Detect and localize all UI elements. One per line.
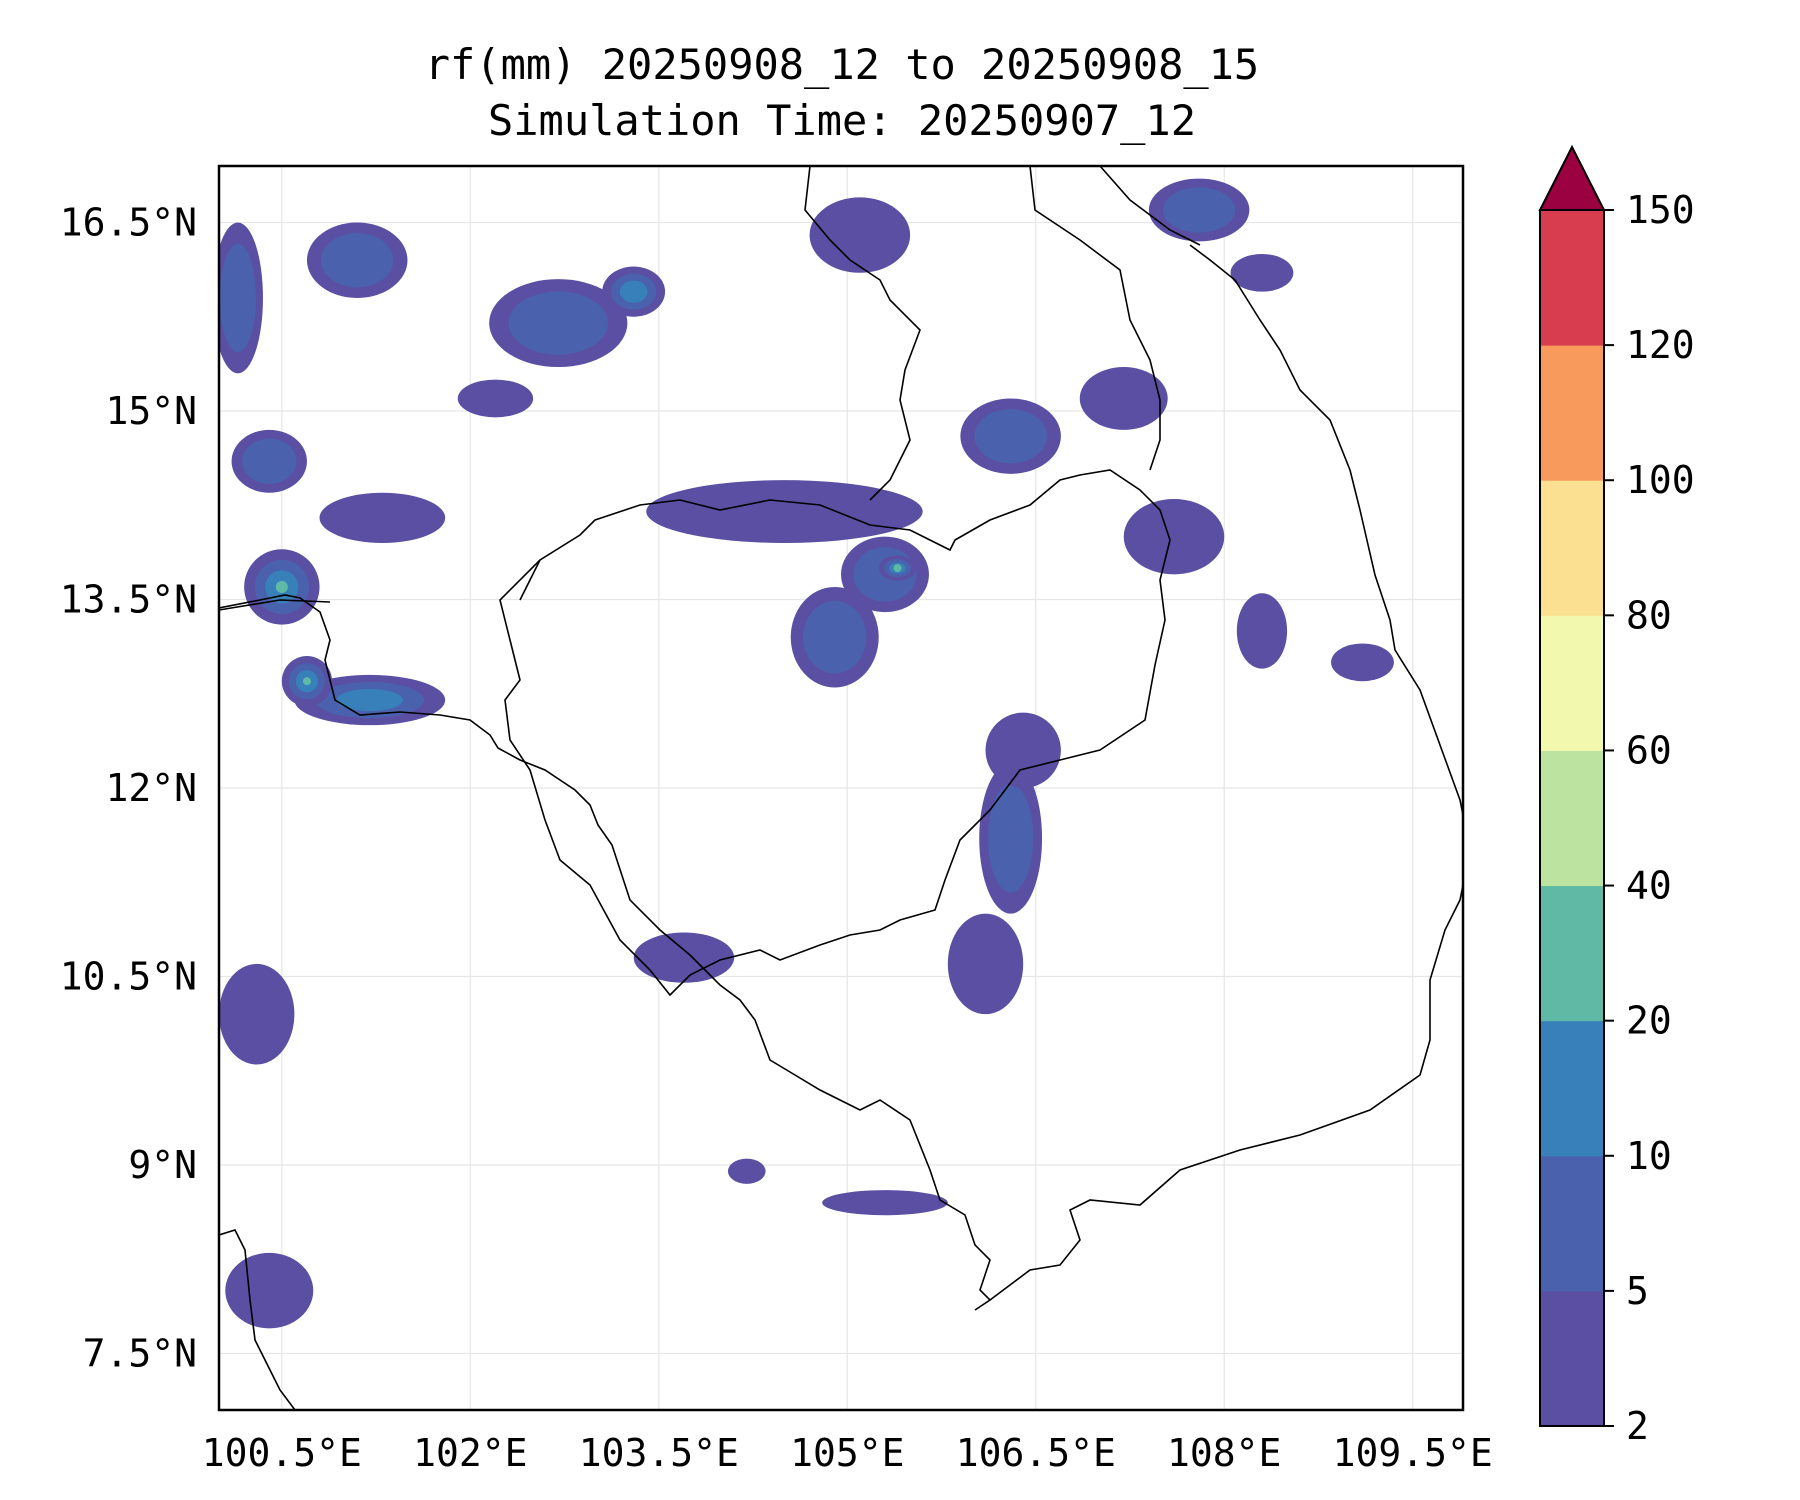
lon-tick-label: 109.5°E (1333, 1431, 1493, 1475)
title-line-2: Simulation Time: 20250907_12 (488, 96, 1196, 145)
rain-cell (633, 932, 735, 983)
colorbar-band (1540, 480, 1604, 616)
coastline-mekong-delta (989, 244, 1463, 1301)
colorbar-tick-label: 120 (1626, 323, 1695, 367)
rain-cell (219, 243, 256, 353)
lon-tick-label: 102°E (413, 1431, 527, 1475)
rain-cell (974, 409, 1047, 464)
colorbar-ticks: 2 5 10 20 40 60 80 100 120 150 (1604, 188, 1695, 1448)
rain-cell (336, 688, 403, 712)
colorbar-tick-label: 2 (1626, 1404, 1649, 1448)
colorbar-band (1540, 615, 1604, 751)
rain-cell (727, 1158, 766, 1184)
rain-cell (893, 564, 902, 573)
rain-cell (508, 291, 609, 355)
colorbar-tick-label: 150 (1626, 188, 1695, 232)
lon-tick-label: 106.5°E (956, 1431, 1116, 1475)
lat-tick-label: 16.5°N (60, 201, 197, 245)
rain-cell (947, 913, 1024, 1015)
latitude-ticks: 16.5°N 15°N 13.5°N 12°N 10.5°N 9°N 7.5°N (60, 201, 197, 1376)
rain-cell (809, 197, 911, 273)
map-frame (217, 164, 1465, 1412)
colorbar-tick-label: 60 (1626, 728, 1672, 772)
lat-tick-label: 7.5°N (83, 1331, 197, 1375)
rain-cell (646, 480, 923, 543)
colorbar-band (1540, 750, 1604, 887)
border-cambodia (499, 469, 1171, 997)
colorbar-tick-label: 10 (1626, 1134, 1672, 1178)
rain-cell (319, 492, 446, 543)
rain-cell (321, 233, 394, 288)
colorbar-band (1540, 210, 1604, 346)
lat-tick-label: 13.5°N (60, 578, 197, 622)
coastlines-and-borders (219, 166, 1463, 1410)
lat-tick-label: 9°N (128, 1143, 197, 1187)
rain-cell (1162, 187, 1236, 233)
colorbar-tick-label: 80 (1626, 593, 1672, 637)
rain-cell (1236, 593, 1288, 669)
rain-cell (822, 1190, 948, 1216)
longitude-ticks: 100.5°E 102°E 103.5°E 105°E 106.5°E 108°E 109.… (202, 1431, 1493, 1475)
colorbar-band (1540, 345, 1604, 481)
rain-cell (1123, 498, 1225, 575)
colorbar-tick-label: 100 (1626, 458, 1695, 502)
rain-cell (985, 712, 1061, 788)
colorbar-tick-label: 40 (1626, 864, 1672, 908)
rain-cell (1230, 253, 1294, 292)
map-panel: 100.5°E 102°E 103.5°E 105°E 106.5°E 108°E 109.… (60, 164, 1493, 1475)
colorbar-bands (1540, 210, 1604, 1427)
rain-cell (225, 1252, 314, 1329)
rain-cell (242, 438, 297, 484)
colorbar-tick-label: 20 (1626, 999, 1672, 1043)
rain-cell (988, 783, 1034, 893)
lat-tick-label: 12°N (105, 766, 197, 810)
colorbar-frame (1539, 209, 1605, 1427)
border-thailand-laos (219, 166, 1201, 611)
rain-cell (1079, 367, 1168, 430)
colorbar-band (1540, 1020, 1604, 1157)
coastline-malay-peninsula (219, 1229, 296, 1410)
rain-cell (219, 963, 295, 1065)
colorbar-band (1540, 885, 1604, 1022)
rain-cell (1331, 643, 1394, 682)
title-line-1: rf(mm) 20250908_12 to 20250908_15 (425, 40, 1259, 89)
colorbar-band (1540, 1155, 1604, 1292)
rain-cell (803, 601, 867, 674)
lat-tick-label: 10.5°N (60, 954, 197, 998)
colorbar-band (1540, 1290, 1604, 1427)
rain-cell (619, 280, 648, 303)
rain-cell (302, 677, 311, 686)
lon-tick-label: 103.5°E (579, 1431, 739, 1475)
lat-tick-label: 15°N (105, 389, 197, 433)
colorbar: 2 5 10 20 40 60 80 100 120 150 (1538, 144, 1695, 1448)
lon-tick-label: 105°E (790, 1431, 904, 1475)
border-laos-vietnam (804, 166, 1161, 501)
coastline-gulf-of-thailand (219, 594, 992, 1311)
colorbar-tick-label: 5 (1626, 1269, 1649, 1313)
rain-cell (275, 580, 288, 593)
lon-tick-label: 100.5°E (202, 1431, 362, 1475)
lon-tick-label: 108°E (1167, 1431, 1281, 1475)
rain-cell (457, 379, 534, 418)
colorbar-extend-triangle (1538, 144, 1606, 211)
